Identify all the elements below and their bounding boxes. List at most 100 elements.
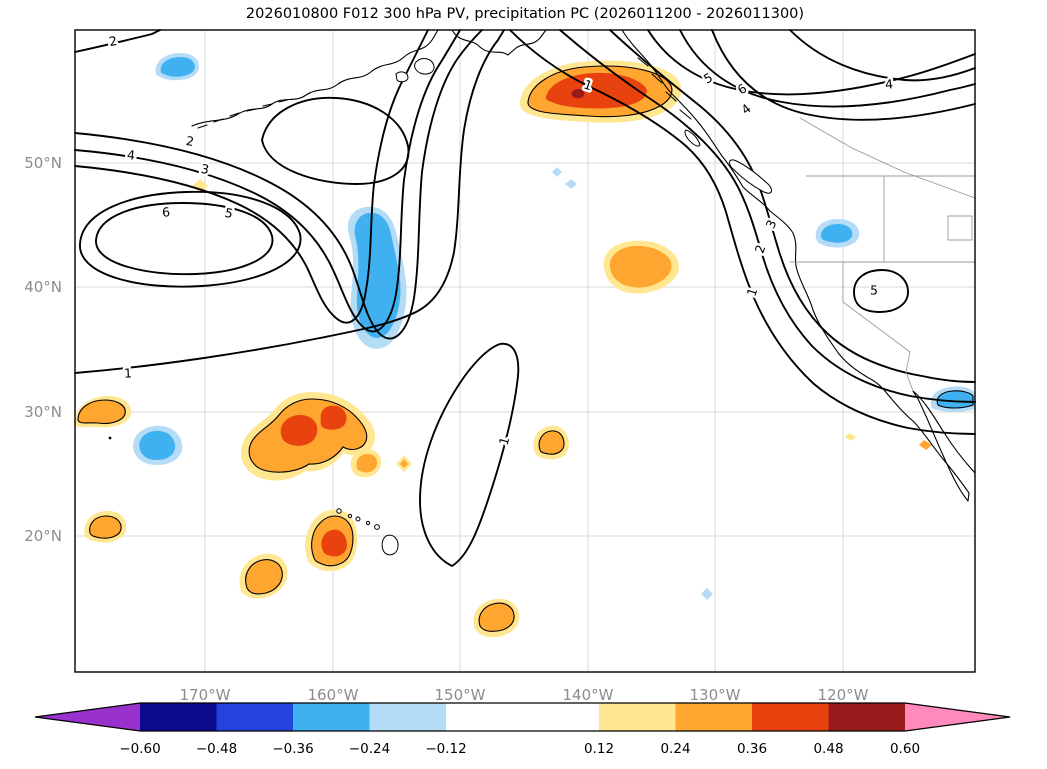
islands-southeast-alaska xyxy=(637,57,692,120)
pv-contour-2-corner xyxy=(74,29,161,53)
contour-label: 6 xyxy=(162,204,171,220)
hawaiian-islands xyxy=(336,508,399,556)
colorbar-segment xyxy=(446,703,599,731)
colorbar-tick-label: −0.48 xyxy=(196,741,237,757)
x-tick-label: 120°W xyxy=(818,686,869,704)
y-tick-label: 30°N xyxy=(24,403,62,421)
x-tick-label: 140°W xyxy=(563,686,614,704)
pv-contour-3-coast xyxy=(609,29,976,383)
precip-positive-speck xyxy=(845,433,856,441)
coastline-mexico-mainland xyxy=(912,390,976,474)
coastline-alaska-south xyxy=(451,29,547,56)
precip-negative-blob xyxy=(354,212,401,338)
colorbar-segment xyxy=(140,703,217,731)
colorbar-extend-high-arrow xyxy=(905,703,1010,731)
colorbar-segment xyxy=(675,703,752,731)
precip-negative-blob xyxy=(160,57,195,77)
contour-label: 4 xyxy=(884,76,893,92)
pv-contour-1-coast xyxy=(509,29,976,435)
colorbar-tick-label: −0.60 xyxy=(119,741,160,757)
pv-contour-1 xyxy=(74,29,505,374)
pv-contour-4-arc xyxy=(711,29,976,121)
pv-contour-layer xyxy=(74,29,976,567)
plot-background xyxy=(75,30,975,672)
colorbar-tick-label: 0.36 xyxy=(737,741,767,757)
precip-negative-blob xyxy=(139,430,176,460)
colorbar-tick-label: −0.12 xyxy=(425,741,466,757)
precip-negative-speck xyxy=(565,179,577,189)
pv-inner-loop xyxy=(261,96,410,185)
precip-negative-blob xyxy=(936,390,974,409)
border-box xyxy=(947,215,973,241)
aleutian-islands xyxy=(197,99,288,129)
contour-label: 4 xyxy=(126,147,136,163)
border-california-nevada xyxy=(842,262,914,392)
island-maui xyxy=(374,524,380,530)
y-axis-labels: 50°N 40°N 30°N 20°N xyxy=(24,154,62,545)
colorbar-extend-low-arrow xyxy=(35,703,140,731)
precip-positive-blob xyxy=(89,515,122,539)
precip-positive-core xyxy=(320,405,347,430)
colorbar-segment xyxy=(752,703,829,731)
island-vancouver xyxy=(729,159,772,194)
pv-contour-6-closed xyxy=(95,202,274,276)
island-oahu xyxy=(355,516,361,522)
colorbar-segment xyxy=(216,703,293,731)
colorbar-segment xyxy=(369,703,446,731)
pv-contour-5-arc xyxy=(647,29,976,96)
colorbar-tick-label: −0.24 xyxy=(349,741,390,757)
island-kodiak xyxy=(414,58,435,75)
pv-contour-5-small-closed xyxy=(853,269,909,313)
precip-positive-blob xyxy=(538,430,565,455)
x-tick-label: 160°W xyxy=(308,686,359,704)
y-tick-label: 40°N xyxy=(24,278,62,296)
pv-contour-4-arc-upper xyxy=(789,29,976,82)
figure-title: 2026010800 F012 300 hPa PV, precipitatio… xyxy=(246,6,804,22)
x-axis-labels: 170°W 160°W 150°W 140°W 130°W 120°W xyxy=(180,686,869,704)
colorbar-tick-label: 0.48 xyxy=(813,741,843,757)
colorbar-outline xyxy=(34,702,1011,732)
precip-positive-core xyxy=(321,529,347,557)
border-bc-alberta xyxy=(799,117,976,199)
precip-negative-speck xyxy=(552,167,562,177)
pv-contour-4 xyxy=(74,29,461,333)
island-small xyxy=(395,71,409,83)
colorbar-segment xyxy=(293,703,370,731)
coastline-alaska xyxy=(191,29,439,127)
pv-contour-2 xyxy=(74,29,483,340)
x-tick-label: 130°W xyxy=(690,686,741,704)
coastline-west-north-america xyxy=(621,29,970,502)
precip-positive-speck xyxy=(192,179,208,193)
contour-label: 1 xyxy=(124,365,133,380)
pv-contour-1-closed xyxy=(419,342,520,567)
coastline-layer xyxy=(191,29,976,556)
precip-positive-blob xyxy=(478,602,515,632)
pv-contour-3 xyxy=(74,29,429,324)
island-kauai xyxy=(336,508,342,514)
x-tick-label: 150°W xyxy=(435,686,486,704)
precip-positive-core xyxy=(280,415,318,446)
precip-positive-blob xyxy=(356,453,378,473)
precip-positive-speck xyxy=(400,459,408,468)
island-small xyxy=(347,513,353,519)
pv-contour-2-coast xyxy=(559,29,976,403)
colorbar-tick-label: 0.60 xyxy=(890,741,920,757)
colorbar-segment xyxy=(828,703,905,731)
precip-positive-speck xyxy=(919,440,932,450)
pv-contour-6-arc xyxy=(679,29,976,108)
colorbar: −0.60 −0.48 −0.36 −0.24 −0.12 0.12 0.24 0.36 0.4… xyxy=(34,702,1011,757)
precip-negative-blob xyxy=(820,224,853,243)
plot-border xyxy=(74,29,976,673)
island-haida-gwaii xyxy=(684,129,701,147)
pv-contour-5-closed xyxy=(79,190,302,288)
island-hawaii-big xyxy=(381,534,399,556)
state-border-layer xyxy=(790,117,976,392)
island-molokai xyxy=(365,520,371,526)
precip-negative-speck xyxy=(701,588,713,600)
colorbar-tick-label: 0.24 xyxy=(660,741,690,757)
y-tick-label: 50°N xyxy=(24,154,62,172)
colorbar-tick-label: −0.36 xyxy=(272,741,313,757)
